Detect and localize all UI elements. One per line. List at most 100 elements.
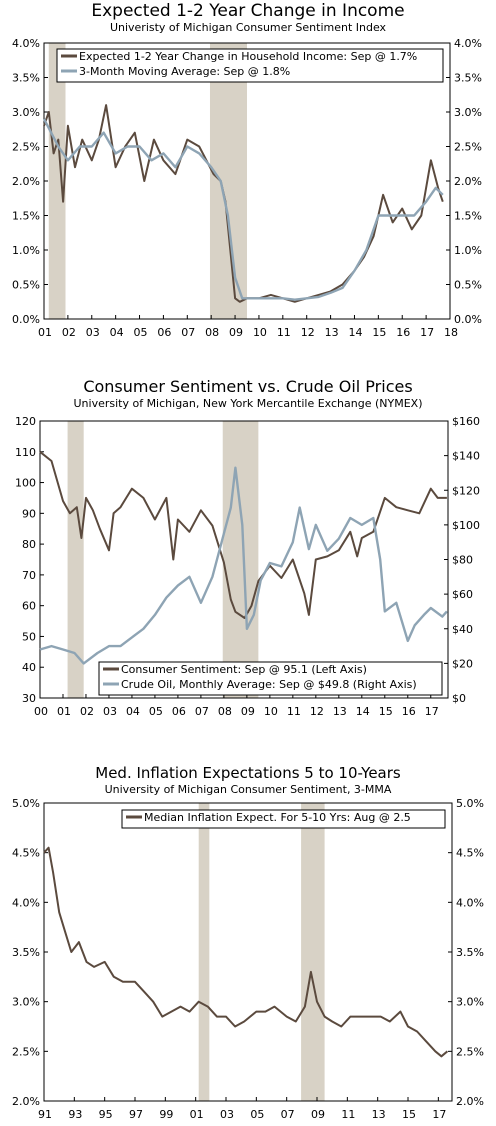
y-tick-label-left: 0.5%: [12, 279, 40, 292]
y-tick-label-left: 3.5%: [12, 72, 40, 85]
x-tick-label: 05: [149, 705, 163, 718]
x-tick-label: 12: [310, 705, 324, 718]
y-tick-label-right: $0: [452, 692, 466, 705]
x-tick-label: 12: [301, 326, 315, 339]
x-tick-label: 17: [425, 705, 439, 718]
y-tick-label-right: 3.5%: [454, 72, 482, 85]
recession-band: [67, 421, 84, 698]
x-tick-label: 13: [333, 705, 347, 718]
x-tick-label: 03: [220, 1108, 234, 1121]
y-tick-label-right: $80: [452, 554, 473, 567]
x-tick-label: 11: [341, 1108, 355, 1121]
y-tick-label-right: 5.0%: [456, 797, 484, 810]
x-tick-label: 02: [80, 705, 94, 718]
x-tick-label: 00: [34, 705, 48, 718]
x-tick-label: 01: [57, 705, 71, 718]
legend-box: [56, 48, 444, 83]
y-tick-label-right: 3.0%: [456, 996, 484, 1009]
plot-frame: [43, 802, 453, 1102]
chart-subtitle: Univeristy of Michigan Consumer Sentimen…: [110, 21, 387, 34]
y-tick-label-left: 120: [15, 415, 36, 428]
chart-panel-1: Expected 1-2 Year Change in IncomeUniver…: [12, 1, 482, 339]
y-tick-label-left: 3.5%: [12, 946, 40, 959]
y-tick-label-left: 50: [22, 630, 36, 643]
y-tick-label-left: 4.0%: [12, 37, 40, 50]
y-tick-label-left: 5.0%: [12, 797, 40, 810]
x-tick-label: 97: [129, 1108, 143, 1121]
series-line-1: [43, 846, 449, 1058]
x-tick-label: 01: [190, 1108, 204, 1121]
y-tick-label-left: 90: [22, 507, 36, 520]
legend-label-1: Consumer Sentiment: Sep @ 95.1 (Left Axi…: [121, 663, 367, 676]
x-tick-label: 09: [241, 705, 255, 718]
y-tick-label-right: $60: [452, 588, 473, 601]
y-tick-label-right: 1.5%: [454, 210, 482, 223]
x-tick-label: 10: [264, 705, 278, 718]
recession-band: [48, 43, 66, 319]
y-tick-label-left: 2.5%: [12, 141, 40, 154]
y-tick-label-right: 0.5%: [454, 279, 482, 292]
x-tick-label: 08: [205, 326, 219, 339]
x-tick-label: 07: [281, 1108, 295, 1121]
x-tick-label: 17: [432, 1108, 446, 1121]
x-tick-label: 02: [62, 326, 76, 339]
y-tick-label-left: 2.5%: [12, 1045, 40, 1058]
x-tick-label: 14: [356, 705, 370, 718]
y-tick-label-left: 2.0%: [12, 1095, 40, 1108]
y-tick-label-left: 30: [22, 692, 36, 705]
y-tick-label-right: 2.5%: [454, 141, 482, 154]
y-tick-label-left: 4.0%: [12, 896, 40, 909]
x-tick-label: 15: [402, 1108, 416, 1121]
y-tick-label-left: 0.0%: [12, 313, 40, 326]
recession-band: [198, 803, 210, 1101]
x-tick-label: 05: [250, 1108, 264, 1121]
y-tick-label-right: 4.5%: [456, 847, 484, 860]
y-tick-label-right: 2.0%: [456, 1095, 484, 1108]
x-tick-label: 15: [372, 326, 386, 339]
x-tick-label: 04: [110, 326, 124, 339]
y-tick-label-left: 3.0%: [12, 996, 40, 1009]
y-tick-label-right: 0.0%: [454, 313, 482, 326]
chart-subtitle: University of Michigan Consumer Sentimen…: [105, 783, 392, 796]
x-tick-label: 13: [372, 1108, 386, 1121]
chart-subtitle: University of Michigan, New York Mercant…: [73, 397, 422, 410]
y-tick-label-right: 3.0%: [454, 106, 482, 119]
x-tick-label: 03: [86, 326, 100, 339]
legend-label-1: Expected 1-2 Year Change in Household In…: [79, 50, 417, 63]
x-tick-label: 16: [396, 326, 410, 339]
x-tick-label: 08: [218, 705, 232, 718]
x-tick-label: 15: [379, 705, 393, 718]
legend-label-2: 3-Month Moving Average: Sep @ 1.8%: [79, 65, 290, 78]
x-tick-label: 16: [402, 705, 416, 718]
x-tick-label: 07: [195, 705, 209, 718]
x-tick-label: 09: [229, 326, 243, 339]
y-tick-label-left: 60: [22, 600, 36, 613]
x-tick-label: 13: [325, 326, 339, 339]
y-tick-label-right: 4.0%: [454, 37, 482, 50]
legend-box: [121, 809, 446, 829]
legend-box: [98, 661, 443, 696]
x-tick-label: 93: [68, 1108, 82, 1121]
y-tick-label-right: 3.5%: [456, 946, 484, 959]
y-tick-label-right: $140: [452, 450, 480, 463]
y-tick-label-right: 1.0%: [454, 244, 482, 257]
chart-title: Consumer Sentiment vs. Crude Oil Prices: [83, 377, 412, 396]
legend-label-1: Median Inflation Expect. For 5-10 Yrs: A…: [144, 811, 411, 824]
y-tick-label-right: $100: [452, 519, 480, 532]
y-tick-label-left: 3.0%: [12, 106, 40, 119]
y-tick-label-right: 2.5%: [456, 1045, 484, 1058]
x-tick-label: 06: [157, 326, 171, 339]
y-tick-label-left: 1.0%: [12, 244, 40, 257]
x-tick-label: 05: [134, 326, 148, 339]
y-tick-label-left: 40: [22, 661, 36, 674]
series-line-2: [39, 466, 448, 665]
y-tick-label-left: 4.5%: [12, 847, 40, 860]
x-tick-label: 18: [444, 326, 458, 339]
chart-panel-3: Med. Inflation Expectations 5 to 10-Year…: [12, 764, 484, 1121]
x-tick-label: 99: [159, 1108, 173, 1121]
x-tick-label: 95: [99, 1108, 113, 1121]
x-tick-label: 09: [311, 1108, 325, 1121]
y-tick-label-right: 2.0%: [454, 175, 482, 188]
x-tick-label: 06: [172, 705, 186, 718]
